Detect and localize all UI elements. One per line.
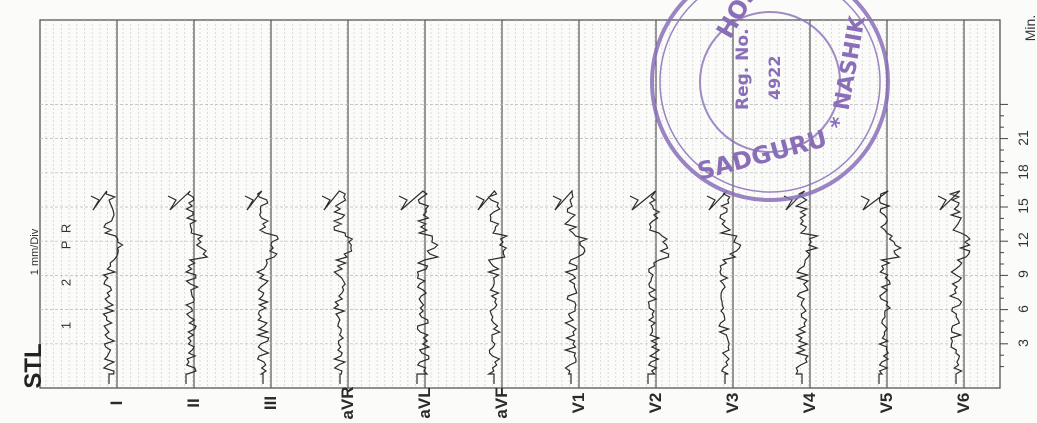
lead-trace bbox=[244, 190, 279, 384]
lead-label: V2 bbox=[646, 392, 665, 414]
lead-trace bbox=[629, 190, 670, 384]
lead-label: aVF bbox=[492, 387, 511, 419]
lead-trace bbox=[398, 190, 440, 384]
minutes-label: Min. bbox=[1022, 14, 1037, 42]
lead-label: V3 bbox=[723, 392, 742, 414]
lead-label: V5 bbox=[877, 392, 896, 414]
trend-traces bbox=[90, 189, 971, 384]
lead-label: I bbox=[107, 400, 126, 406]
stamp-inner-line1: Reg. No. bbox=[733, 28, 753, 110]
scale-mark-2: 2 bbox=[58, 278, 74, 287]
lead-label: aVR bbox=[338, 386, 357, 420]
lead-trace bbox=[475, 190, 509, 384]
stamp-inner-line2: 4922 bbox=[765, 55, 784, 100]
lead-trace bbox=[90, 190, 124, 384]
lead-trace bbox=[783, 190, 820, 384]
time-tick-label: 18 bbox=[1015, 164, 1031, 180]
time-tick-label: 15 bbox=[1015, 198, 1031, 214]
division-label: 1 mm/Div bbox=[29, 228, 41, 276]
time-tick-label: 6 bbox=[1015, 304, 1031, 313]
lead-trace bbox=[860, 190, 903, 384]
lead-label: III bbox=[261, 395, 280, 411]
lead-label: II bbox=[184, 398, 203, 408]
lead-label: V6 bbox=[954, 392, 973, 414]
lead-trace bbox=[552, 189, 589, 384]
pr-label: P R bbox=[58, 221, 74, 250]
time-tick-label: 21 bbox=[1015, 129, 1031, 146]
time-tick-label: 12 bbox=[1015, 232, 1031, 248]
program-label: STL bbox=[20, 343, 47, 389]
lead-label: V4 bbox=[800, 392, 819, 414]
stamp-ring-right: * NASHIK bbox=[826, 13, 871, 131]
trend-grid bbox=[39, 19, 1008, 389]
scale-mark-1: 1 bbox=[58, 321, 74, 330]
lead-trace bbox=[167, 190, 209, 384]
lead-trace bbox=[937, 190, 971, 384]
lead-trace bbox=[321, 190, 354, 384]
time-tick-label: 9 bbox=[1015, 270, 1031, 279]
lead-trace bbox=[706, 190, 742, 384]
lead-label: aVL bbox=[415, 387, 434, 419]
lead-label: V1 bbox=[569, 392, 588, 414]
grid-frame bbox=[39, 19, 1001, 389]
time-tick-label: 3 bbox=[1015, 338, 1031, 347]
